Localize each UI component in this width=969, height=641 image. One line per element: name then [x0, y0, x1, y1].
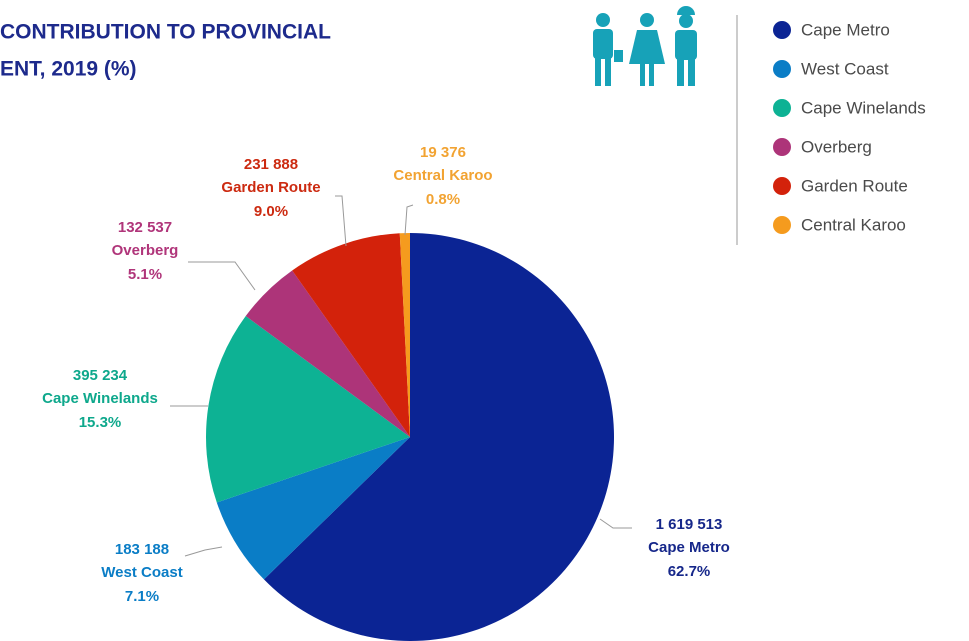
pie-slice — [245, 270, 410, 437]
legend-swatch — [773, 216, 791, 234]
legend-swatch — [773, 21, 791, 39]
leader-line — [599, 518, 632, 529]
legend-swatch — [773, 138, 791, 156]
data-label-count: 1 619 513 — [656, 516, 723, 533]
legend-label: West Coast — [801, 59, 889, 78]
data-label-value: 62.7% — [668, 563, 711, 580]
data-label-value: 0.8% — [426, 191, 460, 208]
pie-slice — [216, 437, 410, 580]
data-label-name: Central Karoo — [393, 167, 492, 184]
people-icon — [593, 6, 697, 86]
data-label-name: West Coast — [101, 564, 182, 581]
legend-swatch — [773, 60, 791, 78]
legend-swatch — [773, 177, 791, 195]
leader-line — [184, 546, 223, 557]
legend-swatch — [773, 99, 791, 117]
data-label-count: 395 234 — [73, 367, 128, 384]
data-label-value: 7.1% — [125, 588, 159, 605]
data-label-value: 5.1% — [128, 266, 162, 283]
pie-slice — [292, 233, 410, 437]
legend-label: Garden Route — [801, 176, 908, 195]
data-label-count: 19 376 — [420, 144, 466, 161]
leader-line — [188, 261, 256, 291]
data-label-value: 15.3% — [79, 414, 122, 431]
leader-line — [335, 195, 347, 247]
chart-title: ENT, 2019 (%) — [0, 58, 137, 81]
legend-label: Cape Metro — [801, 20, 890, 39]
pie-slice — [206, 316, 410, 503]
data-label-name: Overberg — [112, 242, 179, 259]
data-label-name: Garden Route — [221, 179, 320, 196]
pie-slice — [263, 233, 615, 641]
data-label-count: 231 888 — [244, 156, 298, 173]
legend-label: Overberg — [801, 137, 872, 156]
data-label-value: 9.0% — [254, 203, 288, 220]
legend-label: Central Karoo — [801, 215, 906, 234]
pie-slice — [399, 233, 410, 437]
leader-line — [404, 204, 414, 236]
data-label-count: 132 537 — [118, 219, 172, 236]
legend-label: Cape Winelands — [801, 98, 926, 117]
data-label-count: 183 188 — [115, 541, 169, 558]
chart-title: CONTRIBUTION TO PROVINCIAL — [0, 21, 331, 44]
data-label-name: Cape Metro — [648, 539, 730, 556]
data-label-name: Cape Winelands — [42, 390, 158, 407]
